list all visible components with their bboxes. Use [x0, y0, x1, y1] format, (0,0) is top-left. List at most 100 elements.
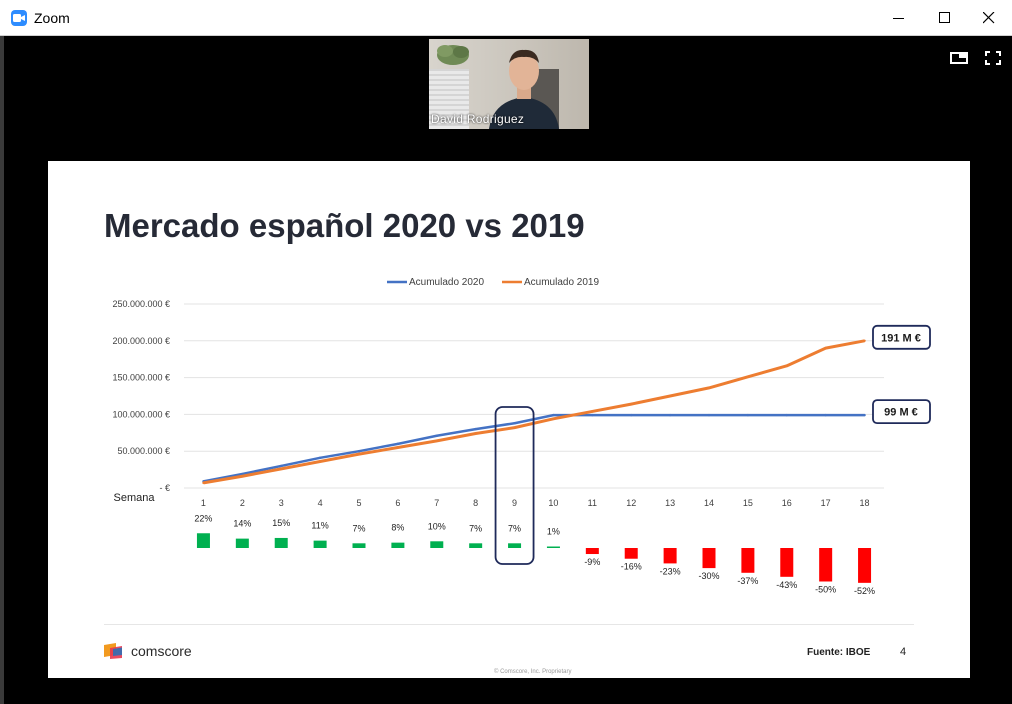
x-axis-label: Semana	[114, 492, 156, 504]
x-tick-label: 16	[782, 498, 792, 508]
x-tick-label: 14	[704, 498, 714, 508]
variation-label: 1%	[547, 527, 560, 537]
variation-bar	[508, 543, 522, 548]
variation-label: 15%	[272, 518, 290, 528]
data-point	[824, 346, 827, 350]
variation-label: -9%	[584, 557, 600, 567]
data-point	[513, 426, 516, 429]
variation-bar	[663, 548, 677, 564]
left-window-edge	[0, 36, 4, 704]
footer-divider	[104, 624, 914, 625]
page-number: 4	[900, 646, 907, 658]
data-point	[668, 413, 672, 417]
data-point	[552, 413, 555, 417]
data-point	[746, 375, 750, 379]
variation-label: 7%	[469, 523, 482, 533]
brand-name: comscore	[131, 643, 192, 659]
variation-bar	[546, 546, 560, 548]
data-point	[241, 475, 244, 478]
variation-label: -23%	[660, 566, 681, 576]
data-point	[396, 442, 400, 446]
y-tick-label: 200.000.000 €	[112, 336, 170, 346]
variation-label: -37%	[737, 576, 758, 586]
cumulative-chart: 250.000.000 €200.000.000 €150.000.000 €1…	[112, 277, 931, 596]
data-point	[668, 394, 672, 398]
data-point	[280, 467, 283, 471]
fullscreen-icon[interactable]	[984, 50, 1002, 66]
zoom-app-icon	[11, 10, 27, 26]
variation-label: -43%	[776, 580, 797, 590]
window-blinds	[429, 69, 469, 129]
x-tick-label: 1	[201, 498, 206, 508]
minimize-button[interactable]	[876, 0, 922, 36]
variation-label: -50%	[815, 585, 836, 595]
data-point	[746, 413, 750, 417]
participant-avatar	[489, 49, 559, 129]
x-tick-label: 5	[356, 498, 361, 508]
participant-video[interactable]: David Rodriguez	[429, 39, 589, 129]
x-tick-label: 6	[395, 498, 400, 508]
variation-bar	[858, 548, 872, 583]
data-point	[785, 364, 788, 368]
maximize-button[interactable]	[922, 0, 968, 36]
plant-image	[437, 45, 469, 65]
data-point	[552, 417, 555, 421]
source-note: Fuente: IBOE	[807, 647, 871, 658]
data-point	[863, 339, 866, 342]
variation-label: 7%	[508, 523, 521, 533]
variation-label: 10%	[428, 521, 446, 531]
variation-bar	[196, 533, 210, 548]
x-tick-label: 11	[588, 498, 597, 508]
participant-name: David Rodriguez	[431, 112, 525, 126]
variation-bar	[741, 548, 755, 573]
variation-bar	[235, 538, 249, 548]
annotation-label: 99 M €	[884, 407, 918, 419]
copyright-note: © Comscore, Inc. Proprietary	[494, 669, 572, 675]
variation-bar	[585, 548, 599, 555]
data-point	[474, 432, 477, 435]
variation-bar	[469, 543, 483, 548]
variation-label: -30%	[698, 571, 719, 581]
y-tick-label: 50.000.000 €	[117, 446, 170, 456]
comscore-logo: comscore	[104, 643, 214, 663]
data-point	[591, 413, 594, 417]
y-tick-label: 150.000.000 €	[112, 373, 170, 383]
variation-bar	[702, 548, 716, 569]
gallery-view-icon[interactable]	[950, 50, 968, 66]
data-point	[318, 456, 322, 460]
x-tick-label: 7	[434, 498, 439, 508]
data-point	[513, 422, 516, 425]
data-point	[785, 413, 788, 417]
variation-label: -52%	[854, 586, 875, 596]
title-bar: Zoom	[0, 0, 1012, 36]
variation-label: 11%	[311, 521, 328, 531]
data-point	[707, 413, 711, 417]
comscore-logo-icon	[104, 643, 122, 659]
variation-bar	[780, 548, 794, 577]
x-tick-label: 4	[318, 498, 323, 508]
variation-bar	[274, 537, 288, 548]
data-point	[357, 450, 361, 453]
variation-label: 8%	[391, 523, 404, 533]
data-point	[824, 413, 827, 417]
data-point	[280, 464, 283, 468]
x-tick-label: 17	[821, 498, 831, 508]
variation-bar	[352, 543, 366, 548]
close-button[interactable]	[966, 0, 1012, 36]
annotation-box	[872, 324, 931, 350]
y-tick-label: 250.000.000 €	[112, 299, 170, 309]
slide-title: Mercado español 2020 vs 2019	[104, 207, 585, 244]
data-point	[435, 434, 438, 437]
y-tick-label: - €	[159, 483, 170, 493]
variation-bar	[624, 548, 638, 559]
variation-label: 22%	[194, 513, 212, 523]
legend-label-2020: Acumulado 2020	[409, 277, 484, 288]
x-tick-label: 8	[473, 498, 478, 508]
annotation-box	[872, 399, 931, 425]
y-tick-label: 100.000.000 €	[112, 409, 170, 419]
data-point	[435, 439, 438, 443]
data-point	[474, 427, 477, 431]
x-tick-label: 13	[665, 498, 675, 508]
annotation-label: 191 M €	[881, 332, 921, 344]
x-tick-label: 9	[512, 498, 517, 508]
